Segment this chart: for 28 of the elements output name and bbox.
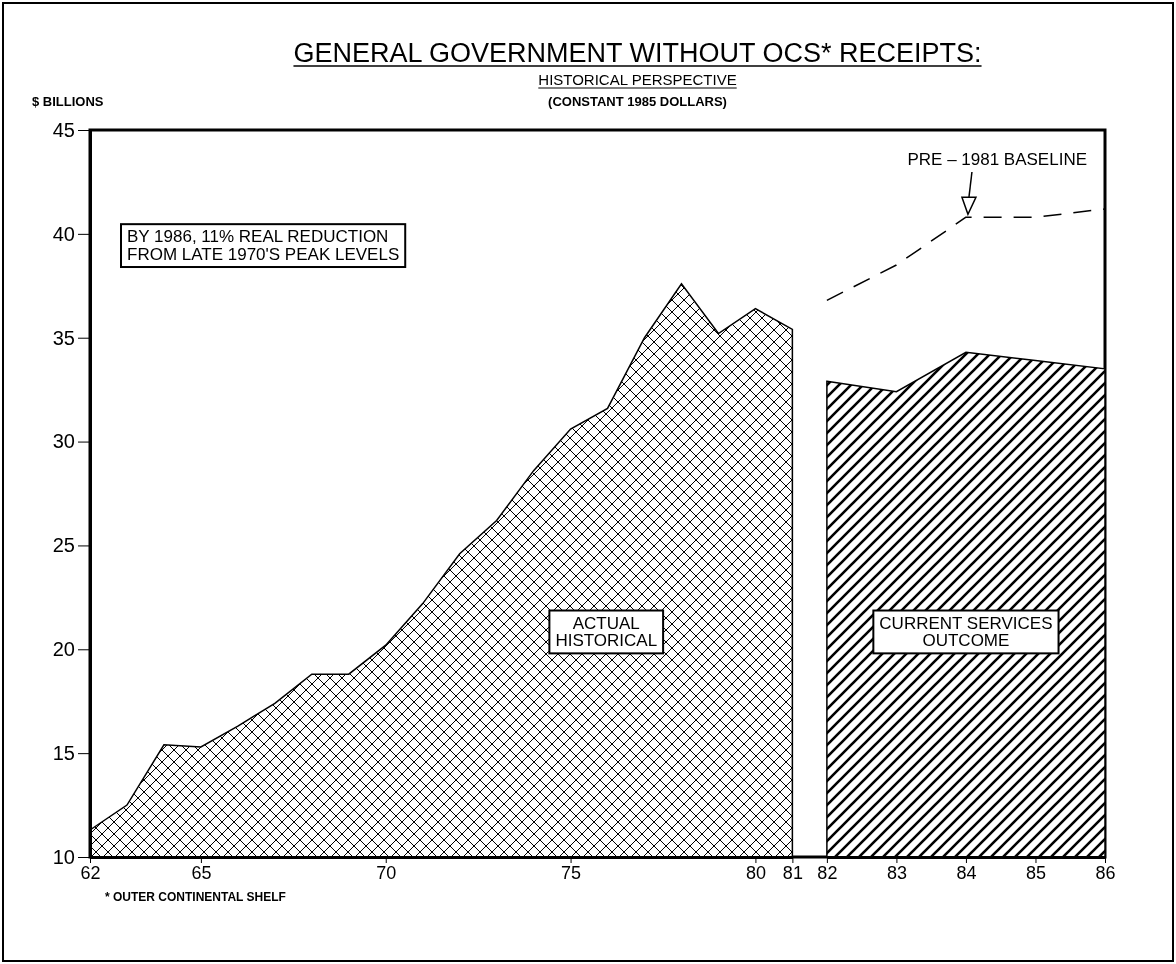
x-tick-label: 83 <box>886 862 907 883</box>
series-label: CURRENT SERVICES OUTCOME <box>879 613 1053 651</box>
x-tick-label: 81 <box>782 862 803 883</box>
y-tick-label: 45 <box>52 118 75 141</box>
y-axis-title: $ BILLIONS <box>32 94 104 109</box>
y-tick-label: 25 <box>52 534 75 557</box>
y-tick-label: 20 <box>52 638 75 661</box>
x-tick-label: 86 <box>1095 862 1116 883</box>
y-tick-label: 30 <box>52 430 75 453</box>
chart-title: GENERAL GOVERNMENT WITHOUT OCS* RECEIPTS: <box>293 38 982 68</box>
x-tick-label: 75 <box>561 862 582 883</box>
text: PRE – 1981 BASELINE <box>907 150 1087 169</box>
series-label: ACTUAL HISTORICAL <box>555 613 658 651</box>
y-tick-label: 40 <box>52 222 75 245</box>
y-tick-label: 10 <box>52 845 75 868</box>
x-tick-label: 65 <box>191 862 212 883</box>
x-tick-label: 84 <box>956 862 977 883</box>
x-tick-label: 80 <box>745 862 766 883</box>
text: (CONSTANT 1985 DOLLARS) <box>548 94 727 109</box>
y-tick-label: 35 <box>52 326 75 349</box>
x-tick-label: 62 <box>80 862 101 883</box>
chart-subtitle: HISTORICAL PERSPECTIVE <box>538 71 737 88</box>
x-tick-label: 70 <box>376 862 397 883</box>
annotation: BY 1986, 11% REAL REDUCTION FROM LATE 1970'S PEAK LEVELS <box>127 227 400 265</box>
x-tick-label: 82 <box>817 862 838 883</box>
x-tick-label: 85 <box>1025 862 1046 883</box>
y-tick-label: 15 <box>52 742 75 765</box>
text: * OUTER CONTINENTAL SHELF <box>105 890 286 904</box>
